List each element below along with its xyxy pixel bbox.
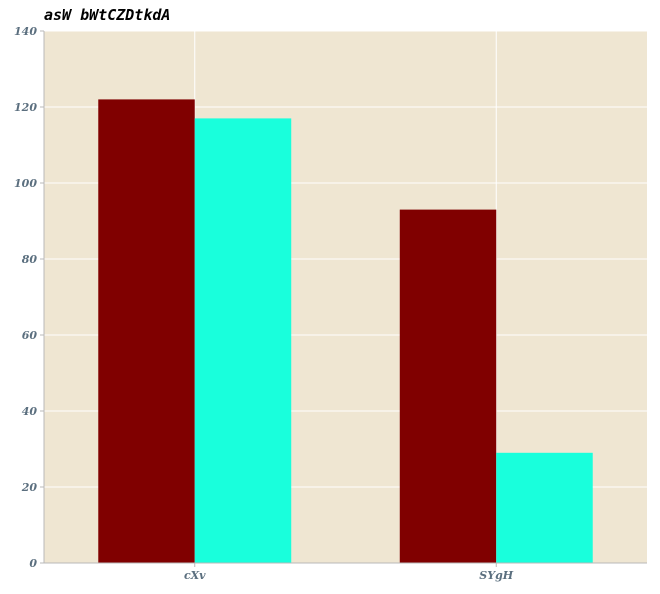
y-tick-label: 20 [21,481,38,494]
y-axis-ticks: 0 20 40 60 80 100 120 140 [14,25,37,570]
x-tick-label: cXv [184,569,206,582]
bars [98,99,593,564]
bar [194,118,292,564]
y-tick-label: 80 [22,253,38,266]
y-tick-label: 0 [29,557,37,570]
bar [399,209,497,563]
bar [98,99,195,564]
y-tick-label: 40 [22,405,38,418]
y-tick-label: 140 [14,25,37,38]
chart-title: asW bWtCZDtkdA [44,6,171,24]
x-tick-label: SYgH [479,569,513,582]
axes [40,30,647,567]
bar [496,452,593,563]
x-axis-ticks: cXv SYgH [184,569,514,582]
y-tick-label: 120 [14,101,37,114]
y-tick-label: 60 [22,329,38,342]
y-tick-label: 100 [14,177,37,190]
